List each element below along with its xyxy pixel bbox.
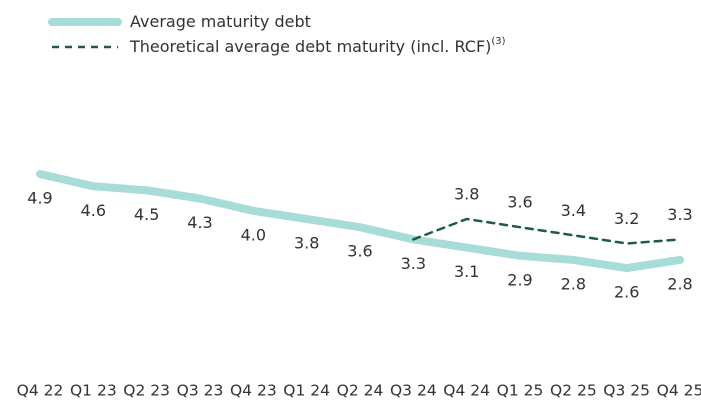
x-tick-label: Q4 25 [657,382,701,400]
data-label: 4.3 [187,213,212,232]
x-tick-label: Q3 23 [177,382,224,400]
data-label: 4.5 [134,205,159,224]
data-label: 4.9 [27,188,52,207]
data-label: 4.6 [81,201,106,220]
data-label: 2.6 [614,283,639,302]
data-label: 2.8 [667,274,692,293]
data-label: 4.0 [241,225,266,244]
x-tick-label: Q4 24 [443,382,490,400]
data-label: 2.9 [507,270,532,289]
data-label: 3.4 [561,201,586,220]
x-tick-label: Q3 25 [603,382,650,400]
legend-note: (3) [491,36,505,47]
x-tick-label: Q2 25 [550,382,597,400]
x-tick-label: Q2 24 [337,382,384,400]
x-tick-label: Q4 23 [230,382,277,400]
data-label: 3.1 [454,262,479,281]
data-label: 3.2 [614,209,639,228]
x-tick-label: Q2 23 [123,382,170,400]
data-label: 2.8 [561,274,586,293]
data-label: 3.6 [507,193,532,212]
series-line [412,217,682,245]
data-label: 3.3 [667,205,692,224]
series-line [36,170,684,273]
data-label: 3.8 [454,184,479,203]
data-label: 3.8 [294,233,319,252]
x-tick-label: Q3 24 [390,382,437,400]
x-tick-label: Q1 24 [283,382,330,400]
x-tick-label: Q1 23 [70,382,117,400]
legend-name: Average maturity debt [130,12,311,31]
legend-name: Theoretical average debt maturity (incl.… [129,37,491,56]
legend-label: Theoretical average debt maturity (incl.… [129,36,506,56]
legend-label: Average maturity debt [130,12,311,31]
x-tick-label: Q4 22 [17,382,64,400]
data-label: 3.6 [347,242,372,261]
x-tick-label: Q1 25 [497,382,544,400]
data-label: 3.3 [401,254,426,273]
